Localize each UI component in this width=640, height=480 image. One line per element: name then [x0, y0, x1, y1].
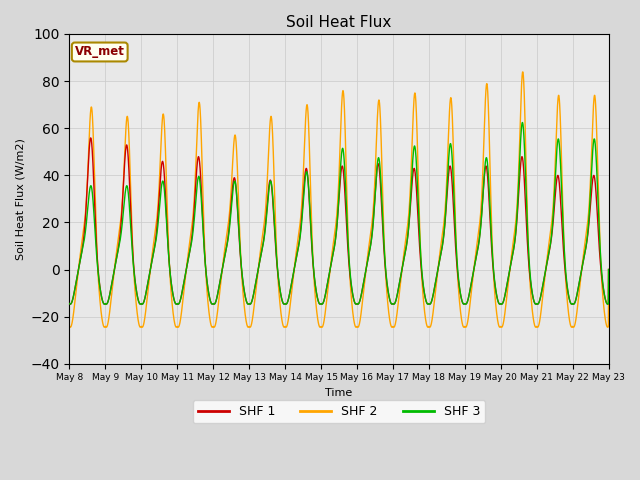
Text: VR_met: VR_met [75, 46, 125, 59]
SHF 2 [595, 188, 602, 193]
SHF 2 [296, 225, 303, 231]
SHF 3 [536, 295, 544, 301]
SHF 3 [272, 248, 280, 254]
SHF 1 [296, 235, 303, 241]
SHF 3 [65, 300, 73, 306]
SHF 1 [159, 160, 167, 166]
SHF 1 [65, 300, 73, 306]
SHF 1 [605, 266, 612, 272]
SHF 3 [127, 227, 135, 233]
SHF 3 [605, 266, 612, 272]
SHF 1 [273, 254, 280, 260]
SHF 3 [159, 178, 167, 184]
SHF 2 [65, 324, 73, 329]
SHF 2 [605, 266, 612, 272]
SHF 1 [534, 301, 541, 307]
X-axis label: Time: Time [325, 388, 353, 398]
Line: SHF 1: SHF 1 [69, 138, 609, 304]
SHF 1 [595, 229, 602, 235]
SHF 2 [127, 193, 135, 199]
SHF 2 [536, 314, 544, 320]
SHF 2 [272, 238, 280, 243]
Title: Soil Heat Flux: Soil Heat Flux [286, 15, 392, 30]
SHF 3 [534, 301, 541, 307]
SHF 1 [127, 216, 135, 222]
SHF 3 [296, 238, 303, 244]
SHF 1 [87, 135, 95, 141]
SHF 2 [534, 324, 541, 330]
SHF 2 [159, 112, 167, 118]
Y-axis label: Soil Heat Flux (W/m2): Soil Heat Flux (W/m2) [15, 138, 25, 260]
Line: SHF 2: SHF 2 [69, 72, 609, 327]
Bar [69, 81, 609, 269]
SHF 3 [518, 120, 526, 125]
Legend: SHF 1, SHF 2, SHF 3: SHF 1, SHF 2, SHF 3 [193, 400, 485, 423]
SHF 2 [519, 69, 527, 75]
SHF 1 [536, 295, 544, 301]
SHF 3 [595, 205, 602, 211]
Line: SHF 3: SHF 3 [69, 122, 609, 304]
